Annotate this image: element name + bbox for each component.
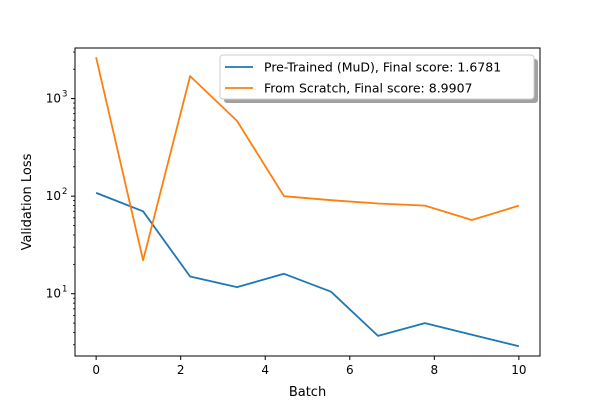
- legend-box: [219, 54, 535, 100]
- x-tick-label: 4: [261, 363, 269, 377]
- legend-label-pretrained: Pre-Trained (MuD), Final score: 1.6781: [264, 60, 501, 75]
- legend: Pre-Trained (MuD), Final score: 1.6781 F…: [219, 54, 538, 103]
- y-tick-exponent: 2: [62, 187, 67, 197]
- x-tick-label: 10: [511, 363, 526, 377]
- y-tick-exponent: 1: [62, 285, 67, 295]
- x-tick-label: 6: [346, 363, 354, 377]
- plot-lines: [95, 57, 520, 348]
- x-tick-label: 0: [92, 363, 100, 377]
- x-axis-label: Batch: [289, 385, 326, 400]
- x-axis: 0 2 4 6 8 10: [92, 356, 527, 377]
- series-line-1: [95, 57, 520, 262]
- y-tick-label: 10: [46, 92, 61, 106]
- y-axis-label: Validation Loss: [20, 153, 35, 250]
- y-tick-label: 10: [46, 287, 61, 301]
- legend-label-scratch: From Scratch, Final score: 8.9907: [264, 81, 472, 96]
- x-tick-label: 2: [177, 363, 185, 377]
- x-tick-label: 8: [430, 363, 438, 377]
- series-line-0: [95, 192, 520, 348]
- y-tick-exponent: 3: [62, 90, 67, 100]
- plot-frame: [74, 47, 541, 357]
- y-tick-label: 10: [46, 189, 61, 203]
